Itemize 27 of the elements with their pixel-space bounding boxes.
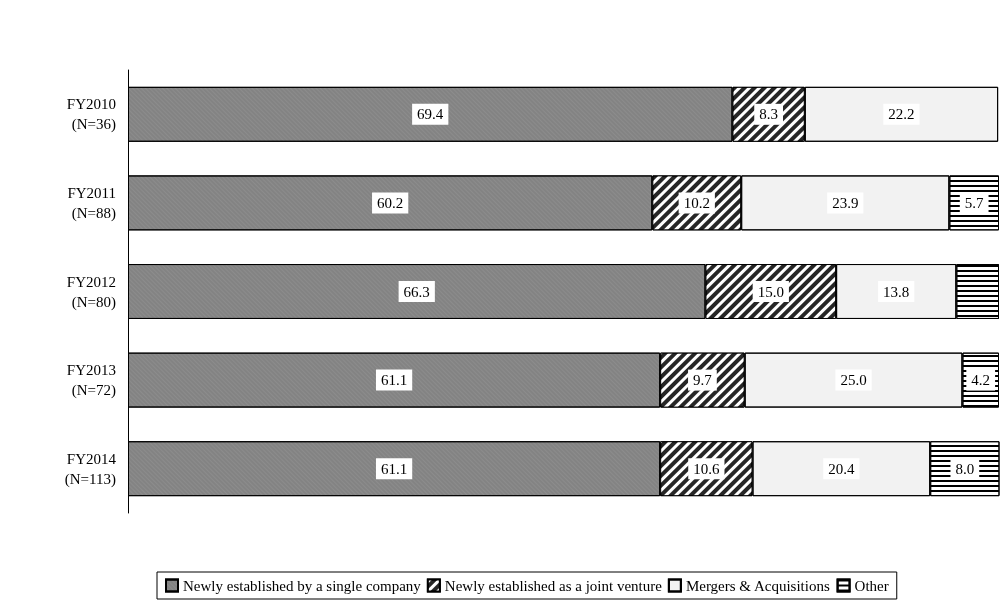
data-label: 66.3 [403,283,430,300]
y-tick-label: FY2011 (N=88) [67,184,116,222]
legend-label: Mergers & Acquisitions [685,577,830,594]
legend-label: Other [854,577,889,594]
data-label: 8.3 [759,106,778,123]
data-label: 69.4 [417,106,444,123]
y-tick-label: FY2014 (N=113) [64,450,117,488]
data-label: 10.6 [693,460,720,477]
data-label: 8.0 [955,460,975,477]
data-label: 10.2 [683,194,710,211]
y-tick-label: FY2010 (N=36) [66,96,116,134]
data-label: 60.2 [377,194,404,211]
legend-label: Newly established by a single company [183,577,422,594]
data-label: 61.1 [380,460,408,477]
y-tick-label: FY2013 (N=72) [66,362,116,400]
data-label: 20.4 [828,460,855,477]
data-label: 22.2 [888,106,915,123]
legend-label: Newly established as a joint venture [444,577,663,594]
data-label: 5.7 [964,194,985,211]
data-label: 9.7 [693,372,713,389]
data-label: 25.0 [840,372,867,389]
data-label: 23.9 [832,194,859,211]
data-label: 4.2 [971,372,991,389]
y-tick-label: FY2012 (N=80) [66,273,116,311]
data-label: 13.8 [883,283,910,300]
data-label: 15.0 [757,283,784,300]
data-label: 61.1 [380,372,408,389]
